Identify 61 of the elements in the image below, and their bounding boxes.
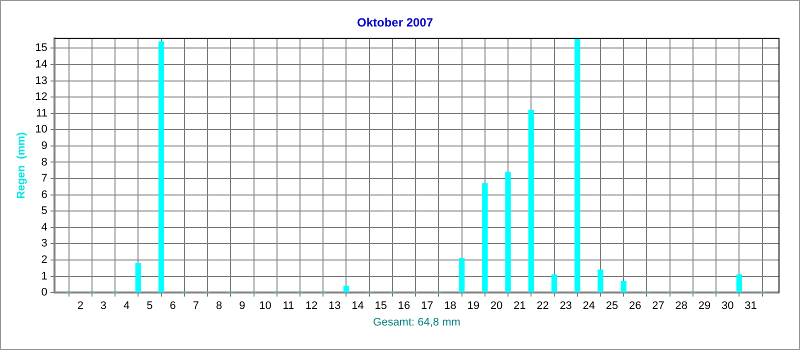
x-tick-label: 28 xyxy=(675,300,688,312)
bar xyxy=(158,41,164,292)
x-tick-label: 31 xyxy=(744,300,757,312)
x-tick-label: 30 xyxy=(722,300,734,312)
x-tick-label: 5 xyxy=(146,300,153,312)
bar xyxy=(551,274,558,292)
bar xyxy=(736,274,742,292)
x-tick-label: 12 xyxy=(305,300,318,312)
x-tick-label: 7 xyxy=(192,300,200,312)
bar xyxy=(482,183,488,292)
x-tick-label: 27 xyxy=(652,300,664,312)
x-tick-label: 17 xyxy=(420,300,434,312)
x-tick-label: 4 xyxy=(124,300,130,312)
x-tick-label: 15 xyxy=(374,300,388,312)
x-tick-label: 13 xyxy=(328,300,341,312)
bar xyxy=(528,110,534,292)
x-tick-label: 26 xyxy=(629,300,642,312)
x-tick-label: 22 xyxy=(536,300,549,312)
y-tick-label: 5 xyxy=(41,205,48,218)
bar xyxy=(458,258,465,292)
bar xyxy=(135,262,141,292)
x-tick-label: 2 xyxy=(77,300,84,312)
chart-title: Oktober 2007 xyxy=(356,16,434,30)
y-tick-label: 12 xyxy=(35,91,48,104)
x-tick-label: 8 xyxy=(216,300,222,312)
y-tick-label: 11 xyxy=(36,107,48,120)
x-tick-label: 9 xyxy=(239,300,246,312)
x-tick-label: 20 xyxy=(490,300,503,312)
y-tick-label: 9 xyxy=(41,140,48,152)
x-tick-label: 21 xyxy=(513,300,526,312)
y-tick-label: 3 xyxy=(41,238,48,250)
y-tick-label: 2 xyxy=(41,254,48,266)
y-tick-label: 10 xyxy=(35,124,48,136)
x-tick-label: 11 xyxy=(282,300,294,312)
x-tick-label: 10 xyxy=(259,300,272,312)
x-tick-label: 3 xyxy=(100,300,107,312)
y-tick-label: 13 xyxy=(35,74,48,87)
x-tick-label: 18 xyxy=(444,300,456,312)
y-tick-label: 6 xyxy=(41,188,48,201)
y-tick-label: 14 xyxy=(35,58,48,71)
bar xyxy=(574,38,580,292)
bar xyxy=(598,269,604,292)
bar xyxy=(620,280,626,292)
x-tick-label: 6 xyxy=(170,300,176,312)
y-axis-title: Regen (mm) xyxy=(16,132,28,199)
x-axis-title: Gesamt: 64,8 mm xyxy=(373,316,460,328)
y-tick-label: 4 xyxy=(41,221,48,234)
x-tick-label: 24 xyxy=(582,300,596,312)
bar xyxy=(343,286,350,292)
x-tick-label: 14 xyxy=(352,300,364,312)
x-tick-label: 29 xyxy=(698,300,711,312)
x-tick-label: 25 xyxy=(606,300,618,312)
x-tick-label: 19 xyxy=(467,300,480,312)
x-tick-label: 23 xyxy=(560,300,572,312)
y-tick-label: 8 xyxy=(41,156,48,168)
y-tick-label: 0 xyxy=(41,286,48,299)
bar xyxy=(505,172,511,292)
y-tick-label: 7 xyxy=(41,172,48,185)
y-tick-label: 15 xyxy=(35,42,48,54)
x-tick-label: 16 xyxy=(398,300,410,312)
y-tick-label: 1 xyxy=(41,270,48,282)
